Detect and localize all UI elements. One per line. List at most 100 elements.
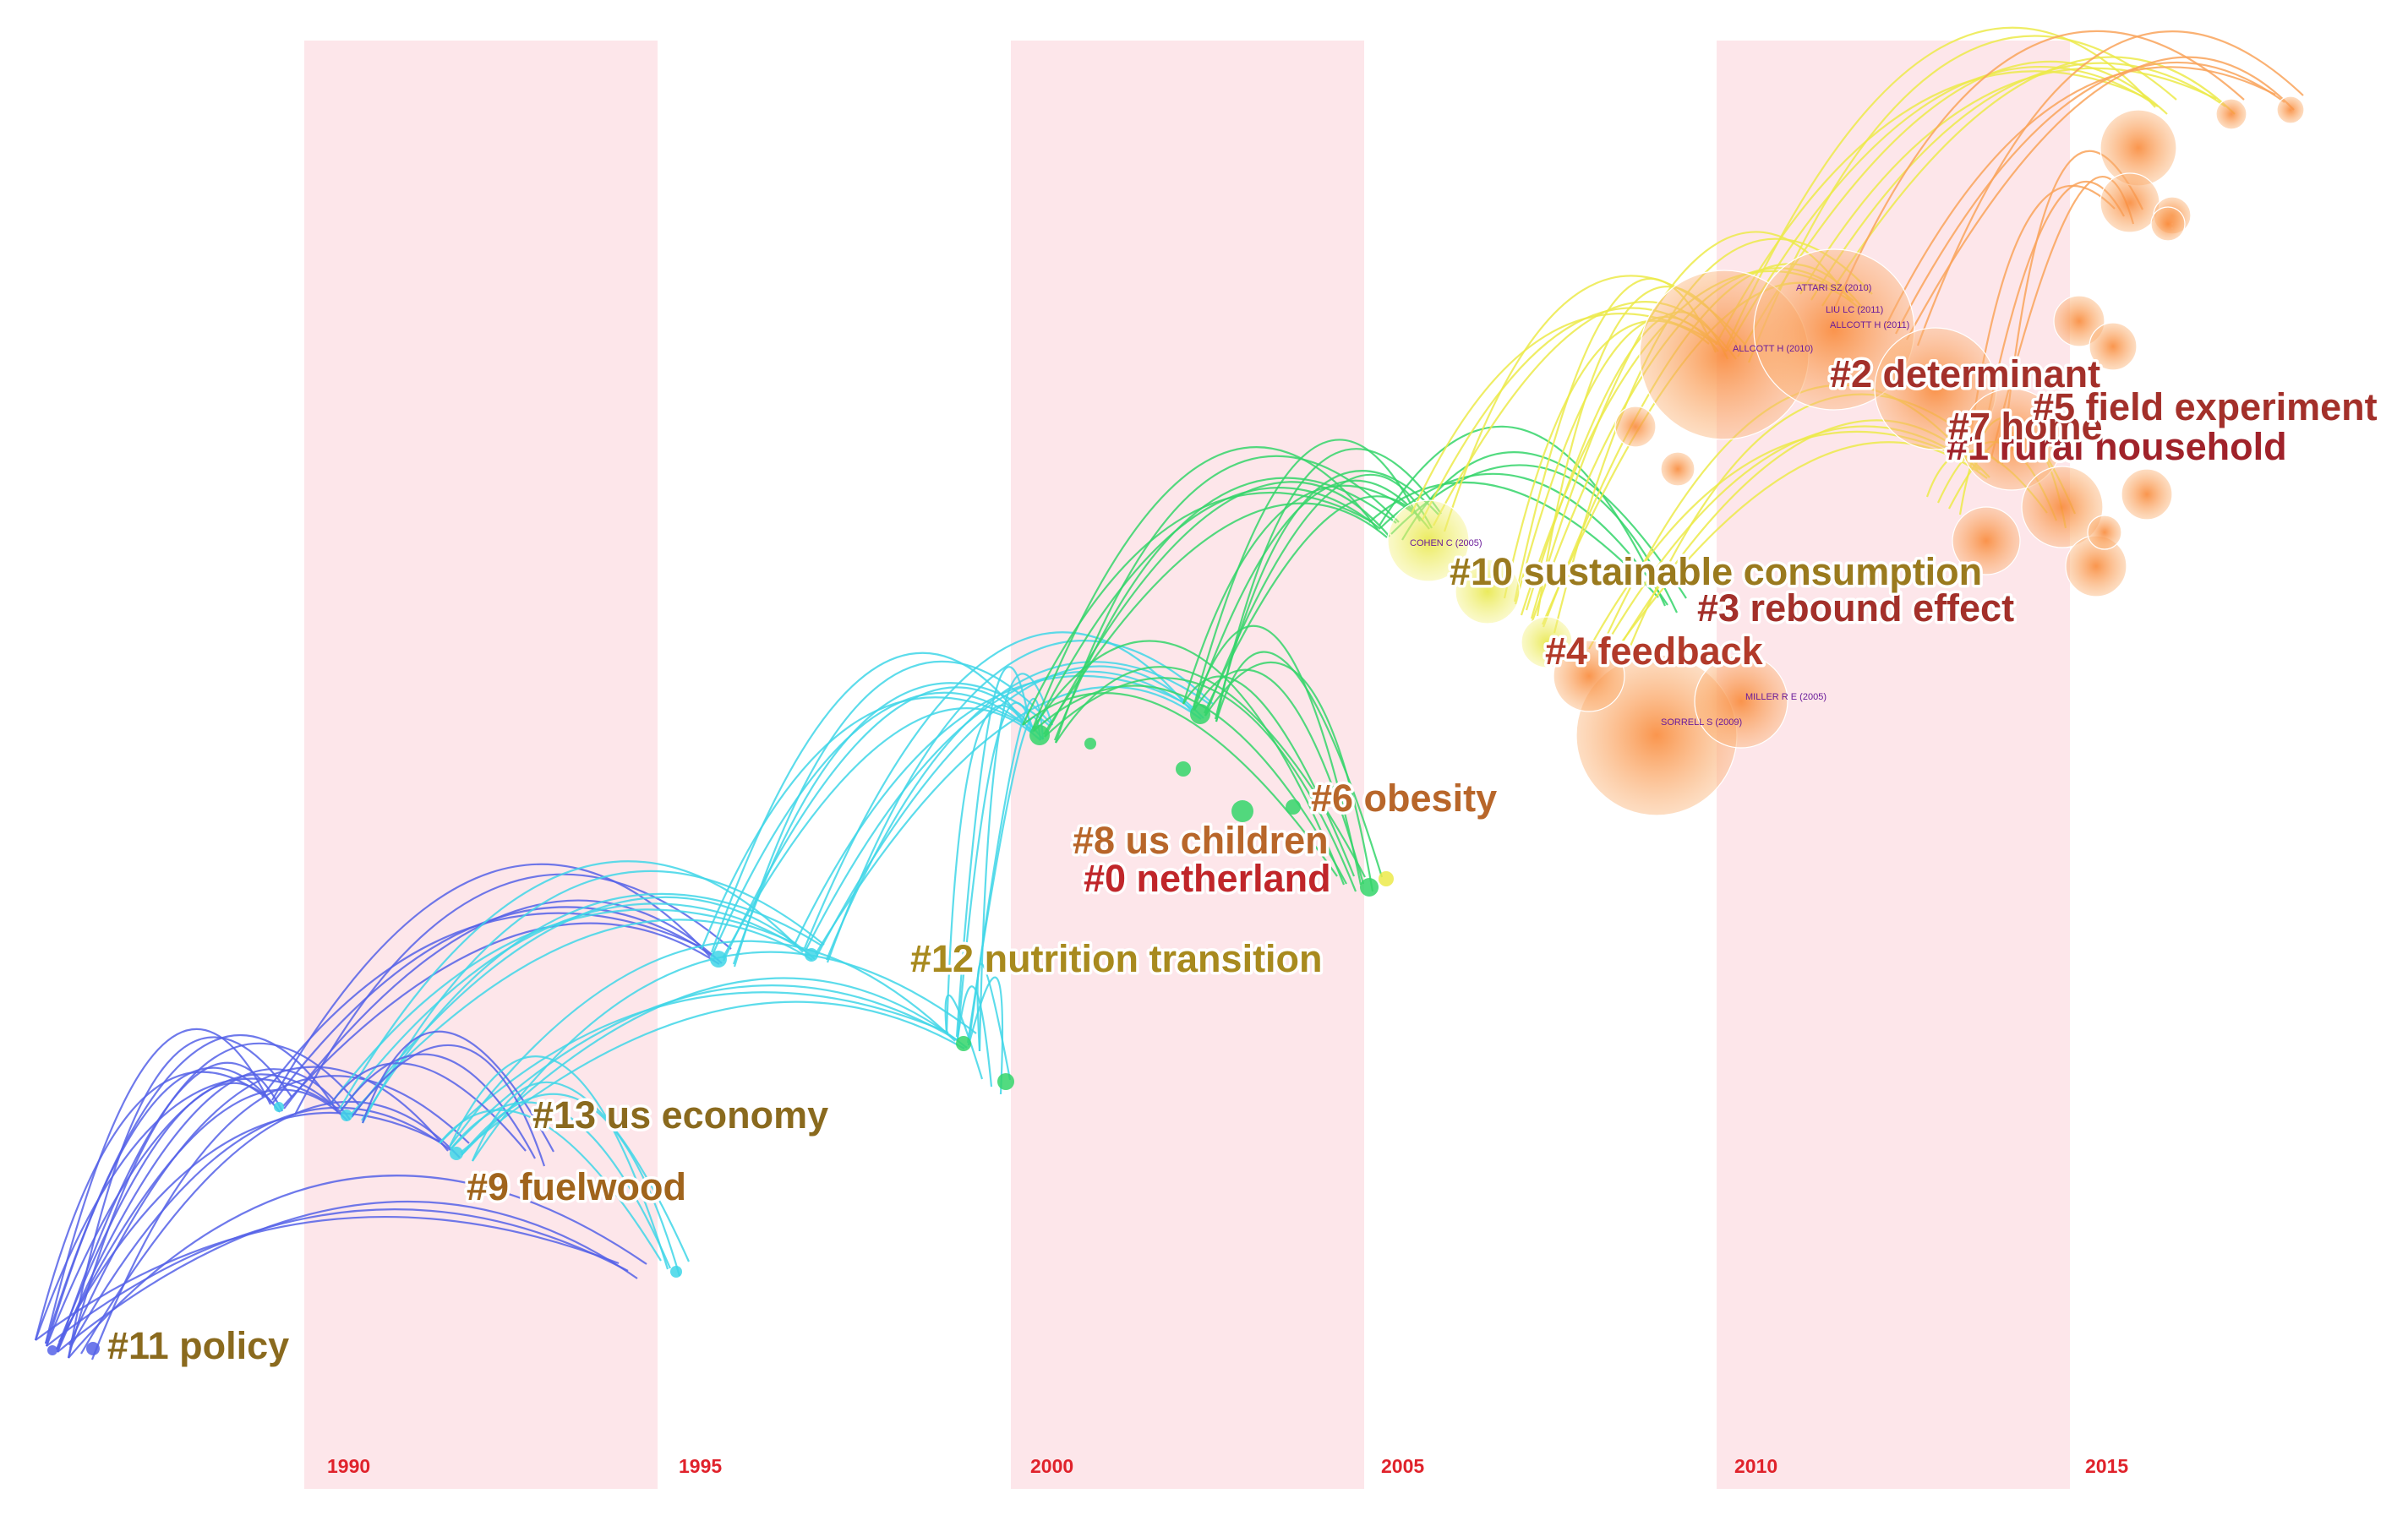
citation-node-11	[1190, 704, 1210, 724]
cluster-label: #11 policy	[107, 1324, 289, 1367]
citation-link-92	[1182, 675, 1356, 877]
reference-label: ALLCOTT H (2011)	[1830, 320, 1909, 330]
year-tick-label: 2010	[1734, 1455, 1777, 1477]
citation-link-6	[34, 1077, 332, 1341]
citation-link-45	[450, 1101, 672, 1269]
burst-node-2	[1521, 616, 1573, 668]
citation-link-39	[460, 1000, 965, 1153]
citation-link-122	[1609, 441, 1988, 659]
citation-link-43	[361, 1030, 554, 1153]
citation-link-13	[69, 1106, 451, 1349]
cluster-label: #0 netherland	[1084, 857, 1331, 900]
cluster-label: #13 us economy	[532, 1093, 828, 1137]
citation-link-96	[1192, 624, 1362, 886]
citation-link-85	[1203, 495, 1430, 714]
citation-link-34	[439, 991, 949, 1144]
citation-link-23	[283, 899, 723, 1109]
citation-link-77	[1031, 446, 1379, 729]
citation-link-61	[815, 685, 1202, 955]
citation-link-14	[80, 1100, 461, 1355]
citation-link-74	[1033, 487, 1381, 732]
burst-node-22	[1614, 406, 1657, 448]
burst-node-24	[2087, 515, 2122, 550]
citation-node-8	[956, 1036, 971, 1051]
citation-link-128	[1799, 67, 2217, 295]
citation-link-32	[350, 919, 813, 1115]
citation-link-67	[955, 666, 1033, 1038]
reference-label: ATTARI SZ (2010)	[1796, 283, 1871, 293]
citation-link-131	[1832, 30, 2245, 313]
citation-link-130	[1821, 56, 2236, 307]
burst-node-1	[1455, 559, 1521, 624]
citation-link-76	[1054, 455, 1400, 744]
citation-link-64	[956, 701, 1035, 1040]
citation-node-10	[1084, 738, 1096, 750]
citation-link-86	[1214, 470, 1439, 720]
citation-node-2	[274, 1102, 284, 1112]
cluster-label: #2 determinant	[1830, 352, 2100, 395]
year-tick-label: 1990	[327, 1455, 370, 1477]
citation-link-135	[1916, 30, 2304, 346]
citation-link-129	[1810, 62, 2226, 301]
burst-node-10	[2021, 466, 2104, 548]
year-tick-label: 2005	[1381, 1455, 1424, 1477]
citation-link-97	[1368, 481, 1659, 598]
citation-node-6	[805, 948, 818, 962]
citation-node-14	[1286, 799, 1301, 815]
citation-link-48	[449, 1055, 669, 1270]
citation-link-20	[68, 1175, 647, 1359]
citation-link-56	[794, 675, 1186, 946]
burst-node-23	[1660, 451, 1695, 487]
cluster-label: #5 field experiment	[2033, 385, 2378, 428]
citation-link-15	[90, 1075, 470, 1360]
citation-nodes	[47, 95, 2305, 1355]
citation-link-46	[461, 1093, 681, 1277]
year-tick-label: 2015	[2085, 1455, 2128, 1477]
citation-link-51	[723, 686, 1044, 962]
citation-link-66	[978, 673, 1054, 1052]
citation-link-73	[1022, 492, 1372, 726]
cluster-label: #8 us children	[1073, 819, 1329, 862]
year-tick-label: 2000	[1030, 1455, 1073, 1477]
citation-link-79	[1053, 477, 1397, 741]
citation-link-0	[34, 1071, 265, 1341]
citation-link-26	[282, 922, 720, 1107]
citation-link-12	[58, 1111, 442, 1343]
burst-node-5	[1694, 654, 1788, 749]
citation-node-12	[1176, 761, 1191, 777]
citation-link-88	[1033, 684, 1347, 885]
citation-link-60	[803, 631, 1193, 949]
year-axis: 1990 1995 2000 2005 2010 2015	[327, 1455, 2128, 1477]
citation-link-126	[1747, 35, 2177, 363]
citation-link-19	[57, 1200, 638, 1353]
burst-node-13	[2053, 295, 2105, 347]
burst-node-9	[1960, 388, 2063, 491]
reference-label: SORRELL S (2009)	[1661, 717, 1742, 728]
reference-label: MILLER R E (2005)	[1745, 692, 1826, 702]
citation-links	[34, 26, 2304, 1360]
citation-link-16	[68, 1066, 449, 1346]
citation-link-127	[1724, 26, 2156, 349]
citation-node-15	[1360, 878, 1379, 897]
citation-node-5	[710, 951, 727, 968]
citation-link-132	[1884, 66, 2276, 329]
citation-link-124	[1726, 66, 2159, 352]
cluster-label: #4 feedback	[1545, 630, 1764, 673]
citation-link-25	[271, 863, 711, 1101]
cluster-label: #3 rebound effect	[1697, 586, 2014, 630]
citation-link-4	[44, 1028, 271, 1344]
burst-node-12	[1952, 506, 2021, 575]
reference-label: ALLCOTT H (2010)	[1733, 344, 1813, 354]
citation-link-31	[339, 860, 804, 1109]
citation-link-89	[1044, 677, 1357, 892]
cluster-label: #12 nutrition transition	[910, 937, 1323, 980]
citation-link-133	[1895, 62, 2285, 335]
cluster-label: #1 rural household	[1947, 425, 2287, 468]
citation-link-3	[67, 1036, 292, 1359]
citation-node-1	[86, 1342, 100, 1355]
cluster-label: #9 fuelwood	[467, 1165, 686, 1208]
citation-node-16	[997, 1073, 1014, 1090]
citation-link-53	[710, 651, 1032, 953]
citation-link-90	[1055, 666, 1366, 878]
